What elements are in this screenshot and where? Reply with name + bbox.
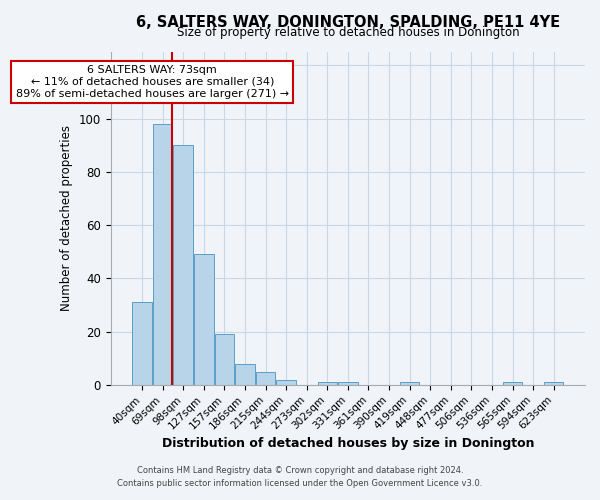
Bar xyxy=(400,382,419,385)
Bar xyxy=(235,364,255,385)
Bar xyxy=(317,382,337,385)
Bar xyxy=(173,145,193,385)
Bar xyxy=(544,382,563,385)
Text: 6 SALTERS WAY: 73sqm
← 11% of detached houses are smaller (34)
89% of semi-detac: 6 SALTERS WAY: 73sqm ← 11% of detached h… xyxy=(16,66,289,98)
Text: Contains HM Land Registry data © Crown copyright and database right 2024.
Contai: Contains HM Land Registry data © Crown c… xyxy=(118,466,482,487)
X-axis label: Distribution of detached houses by size in Donington: Distribution of detached houses by size … xyxy=(161,437,534,450)
Bar xyxy=(338,382,358,385)
Title: 6, SALTERS WAY, DONINGTON, SPALDING, PE11 4YE: 6, SALTERS WAY, DONINGTON, SPALDING, PE1… xyxy=(136,15,560,30)
Bar xyxy=(133,302,152,385)
Bar xyxy=(194,254,214,385)
Text: Size of property relative to detached houses in Donington: Size of property relative to detached ho… xyxy=(176,26,519,38)
Bar xyxy=(215,334,234,385)
Bar xyxy=(503,382,522,385)
Bar xyxy=(153,124,172,385)
Y-axis label: Number of detached properties: Number of detached properties xyxy=(60,126,73,312)
Bar xyxy=(277,380,296,385)
Bar xyxy=(256,372,275,385)
